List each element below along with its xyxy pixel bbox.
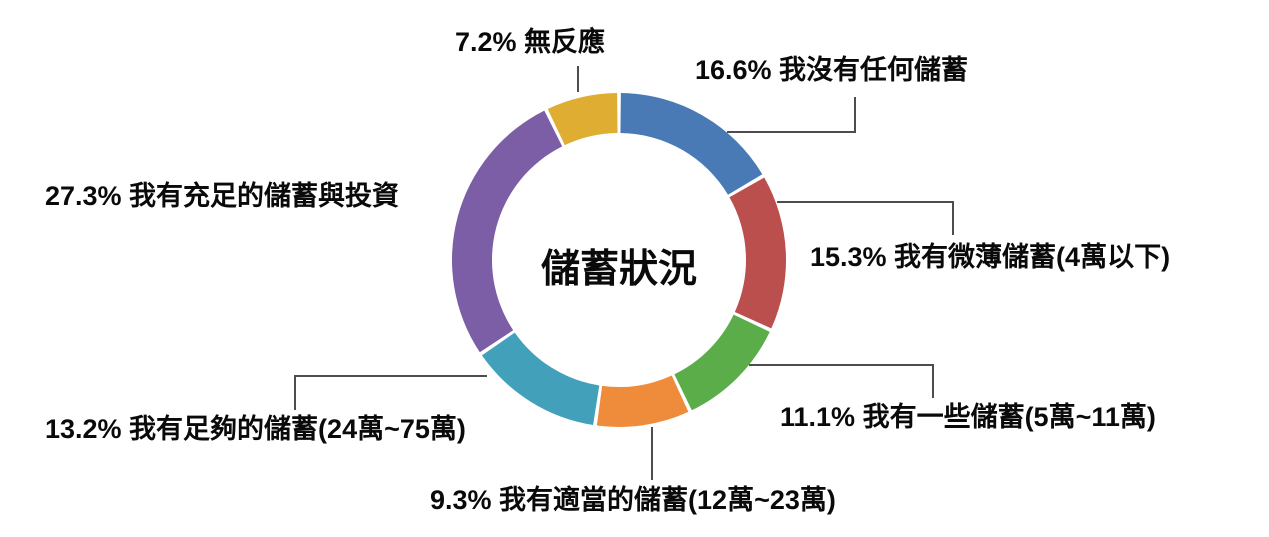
leader-line-2 [749,364,934,398]
slice-label-moderate-savings: 9.3% 我有適當的儲蓄(12萬~23萬) [430,485,836,515]
donut-slice-4 [481,332,600,425]
donut-slice-0 [620,93,763,195]
slice-label-meager-savings: 15.3% 我有微薄儲蓄(4萬以下) [810,242,1171,272]
slice-label-no-response: 7.2% 無反應 [455,27,606,57]
leader-line-4 [294,375,487,410]
donut-slice-5 [452,110,563,353]
leader-line-1 [777,201,954,235]
leader-line-0 [727,97,856,133]
slice-label-some-savings: 11.1% 我有一些儲蓄(5萬~11萬) [780,402,1156,432]
donut-slice-2 [674,314,770,411]
donut-slice-3 [596,375,689,427]
donut-slice-1 [729,177,787,329]
slice-label-enough-savings: 13.2% 我有足夠的儲蓄(24萬~75萬) [45,414,466,444]
donut-slice-6 [547,93,618,146]
slice-label-ample-savings-investments: 27.3% 我有充足的儲蓄與投資 [45,181,400,211]
chart-center-title: 儲蓄狀況 [540,248,698,291]
slice-label-no-savings: 16.6% 我沒有任何儲蓄 [695,55,969,85]
